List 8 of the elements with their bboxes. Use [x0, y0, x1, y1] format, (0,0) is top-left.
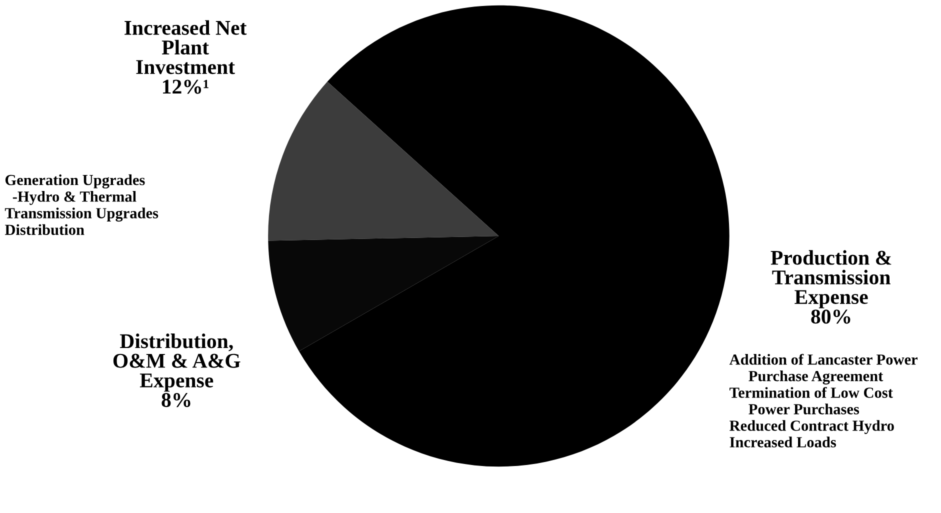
slice-label: Production & Transmission Expense — [770, 250, 892, 308]
text: Addition of Lancaster Power Purchase Agreement Termination of Low Cost Power Purchases Reduced Contract Hydro Increased Loads — [729, 354, 918, 448]
text: Generation Upgrades -Hydro & Thermal Transmission Upgrades Distribution — [4, 174, 158, 236]
slice-label: Distribution, O&M & A&G Expense — [113, 334, 240, 392]
slice-label: Increased Net Plant Investment — [124, 20, 247, 74]
data-label: 80% — [811, 310, 850, 324]
data-label: 8% — [162, 393, 190, 408]
data-label: 12%¹ — [162, 80, 208, 94]
